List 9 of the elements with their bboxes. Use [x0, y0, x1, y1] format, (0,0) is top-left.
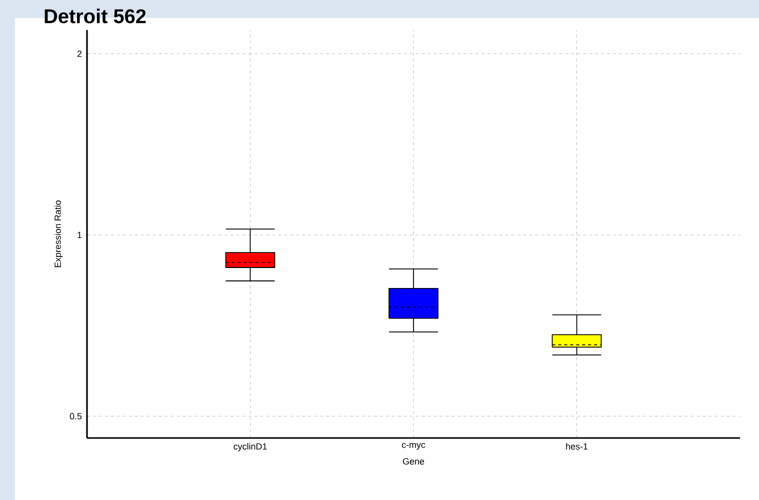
x-tick-label: c-myc [402, 443, 426, 450]
x-axis-title: Gene [402, 458, 424, 465]
y-tick-label: 0.5 [70, 413, 82, 420]
x-tick-label: hes-1 [566, 443, 588, 450]
y-tick-label: 2 [77, 50, 82, 57]
chart-title: Detroit 562 [44, 8, 146, 24]
y-tick-label: 1 [78, 232, 82, 238]
x-tick-label: cyclinD1 [234, 443, 267, 452]
y-axis-title: Expression Ratio [54, 200, 63, 268]
